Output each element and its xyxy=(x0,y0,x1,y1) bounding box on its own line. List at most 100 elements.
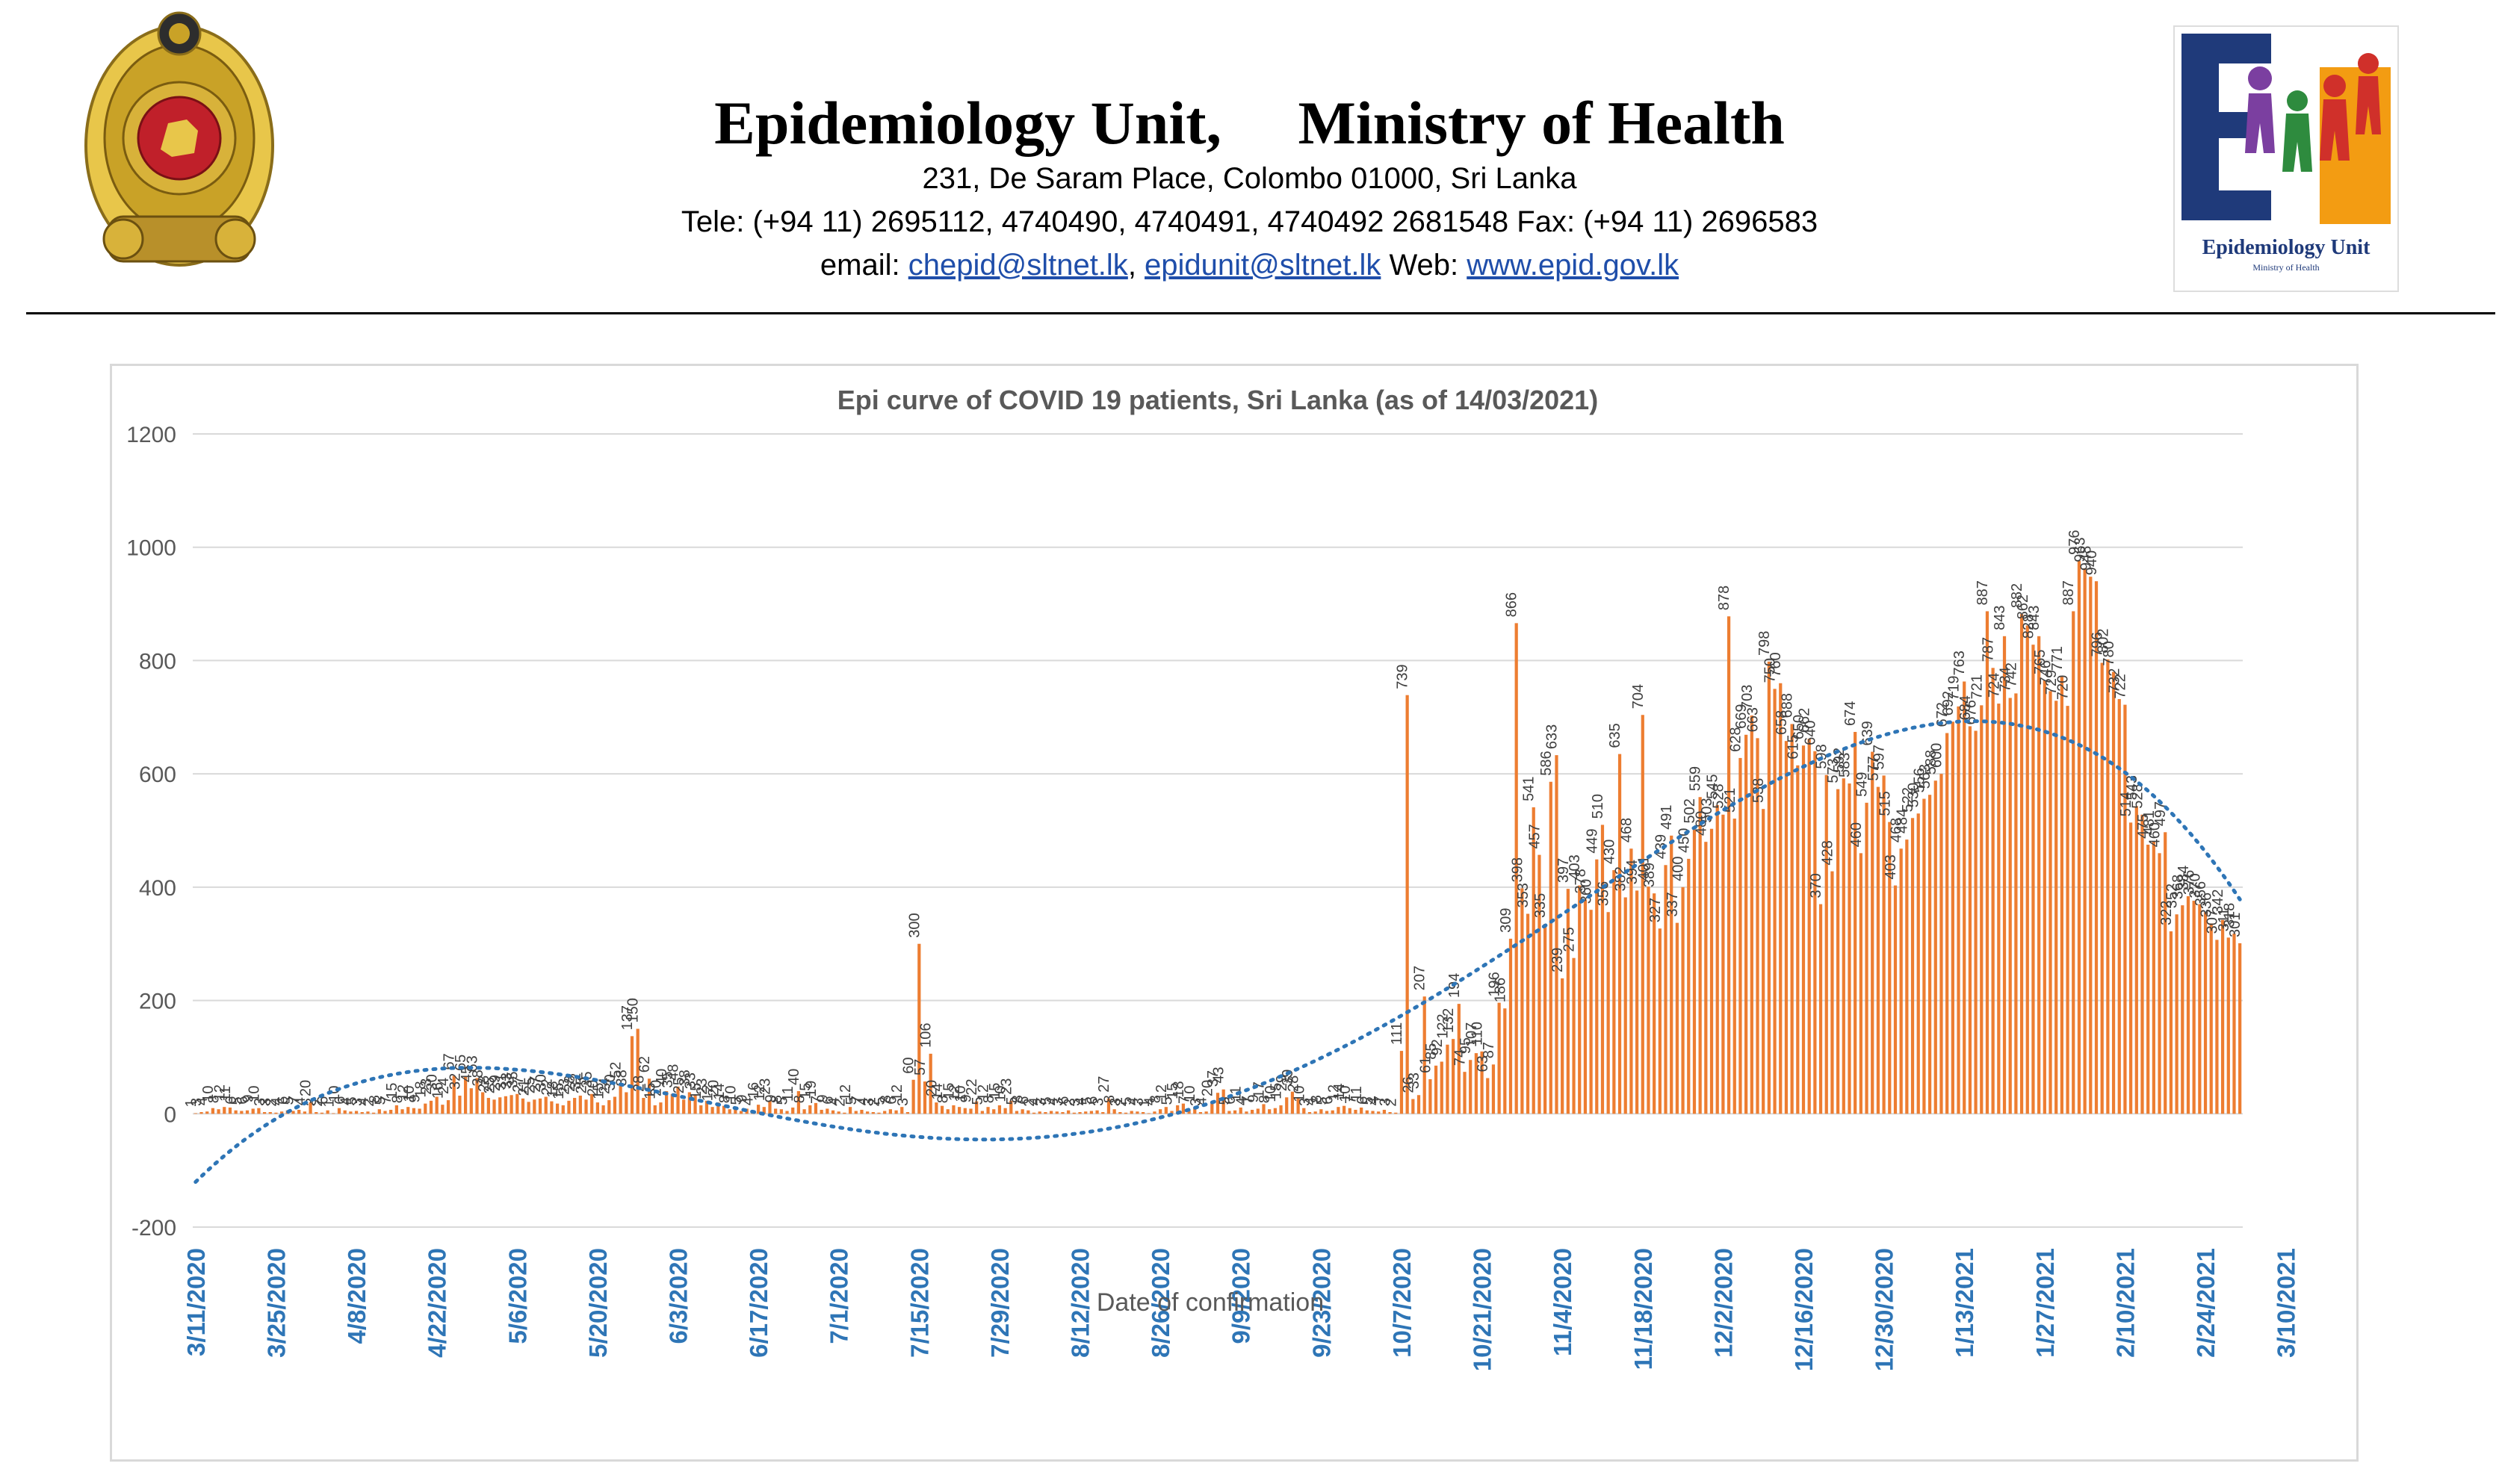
data-label: 19 xyxy=(803,1081,820,1097)
data-label: 92 xyxy=(1429,1039,1446,1055)
data-label: 742 xyxy=(2003,662,2019,687)
x-tick-label: 4/22/2020 xyxy=(424,1248,451,1358)
bar xyxy=(946,1109,950,1114)
letterhead: Epidemiology Unit, Ministry of Health 23… xyxy=(0,89,2499,287)
data-label: 4 xyxy=(1073,1097,1089,1105)
bar xyxy=(676,1086,680,1114)
x-tick-label: 1/13/2021 xyxy=(1951,1248,1978,1358)
data-label: 40 xyxy=(786,1069,802,1085)
data-label: 9 xyxy=(407,1094,424,1102)
data-label: 22 xyxy=(964,1078,980,1095)
bar xyxy=(1629,848,1633,1114)
bar xyxy=(1658,928,1662,1114)
data-label: 40 xyxy=(654,1069,670,1085)
data-label: 8 xyxy=(1102,1095,1118,1103)
bar xyxy=(843,1112,846,1114)
x-tick-label: 9/23/2020 xyxy=(1307,1248,1335,1358)
bar xyxy=(1600,825,1605,1114)
x-tick-label: 7/1/2020 xyxy=(826,1248,853,1344)
data-label: 14 xyxy=(929,1083,946,1099)
bar xyxy=(1044,1112,1047,1114)
bar xyxy=(2037,636,2041,1114)
email-link-chepid[interactable]: chepid@sltnet.lk xyxy=(908,249,1128,282)
bar xyxy=(1520,888,1524,1114)
data-label: 4 xyxy=(1044,1097,1061,1105)
data-label: 866 xyxy=(1504,592,1520,617)
data-label: 1 xyxy=(320,1099,337,1107)
bar xyxy=(1727,616,1731,1114)
data-label: 15 xyxy=(384,1083,400,1099)
data-label: 5 xyxy=(1314,1096,1331,1105)
bar xyxy=(1474,1053,1478,1114)
data-label: 9 xyxy=(814,1094,831,1102)
data-label: 29 xyxy=(487,1075,504,1091)
data-label: 28 xyxy=(1286,1075,1302,1092)
bar xyxy=(291,1111,295,1114)
data-label: 780 xyxy=(2101,641,2117,665)
data-label: 106 xyxy=(918,1023,935,1048)
bar xyxy=(1905,839,1909,1114)
bar xyxy=(1922,798,1926,1114)
bar xyxy=(1963,681,1966,1114)
bar xyxy=(1015,1111,1019,1114)
data-label: 628 xyxy=(1727,727,1744,752)
data-label: 4 xyxy=(1303,1097,1319,1105)
data-label: 1 xyxy=(183,1099,199,1107)
bar xyxy=(262,1112,267,1114)
data-label: 721 xyxy=(1969,674,1985,699)
bar xyxy=(2117,699,2121,1114)
data-label: 515 xyxy=(1877,791,1893,816)
data-label: 802 xyxy=(2095,629,2111,653)
data-label: 615 xyxy=(1785,734,1801,759)
bar xyxy=(1859,853,1862,1114)
data-label: 8 xyxy=(792,1095,808,1103)
data-label: 491 xyxy=(1659,804,1675,829)
bar xyxy=(2123,704,2127,1114)
bar xyxy=(734,1108,737,1114)
bar xyxy=(705,1100,709,1114)
bar xyxy=(1009,1100,1013,1114)
bar xyxy=(1807,739,1811,1114)
data-label: 39 xyxy=(1280,1069,1296,1085)
email-link-epidunit[interactable]: epidunit@sltnet.lk xyxy=(1145,249,1381,282)
data-label: 300 xyxy=(906,913,923,937)
data-label: 6 xyxy=(275,1096,291,1105)
bar xyxy=(1888,822,1892,1114)
data-label: 588 xyxy=(1923,750,1939,774)
bar xyxy=(1555,755,1558,1114)
data-label: 52 xyxy=(608,1062,625,1078)
bar xyxy=(550,1101,554,1114)
website-link[interactable]: www.epid.gov.lk xyxy=(1467,249,1679,282)
bar xyxy=(400,1109,404,1114)
bar xyxy=(1865,802,1868,1114)
chart-title: Epi curve of COVID 19 patients, Sri Lank… xyxy=(837,385,1598,415)
data-label: 10 xyxy=(722,1085,739,1102)
bar xyxy=(1744,734,1748,1114)
bar xyxy=(309,1102,312,1114)
data-label: 311 xyxy=(2216,907,2232,931)
data-label: 6 xyxy=(315,1096,332,1105)
bar xyxy=(2008,698,2012,1114)
data-label: 28 xyxy=(562,1075,578,1092)
bar xyxy=(280,1111,284,1114)
data-label: 57 xyxy=(912,1059,929,1075)
bar xyxy=(1337,1107,1340,1114)
bar xyxy=(475,1078,479,1114)
bar xyxy=(1738,757,1742,1114)
data-label: 207 xyxy=(1412,966,1428,990)
bar xyxy=(2146,844,2150,1114)
data-label: 497 xyxy=(2152,801,2169,826)
bar xyxy=(1198,1112,1203,1114)
data-label: 24 xyxy=(596,1078,613,1094)
data-label: 6 xyxy=(235,1096,251,1105)
bar xyxy=(228,1107,232,1114)
data-label: 676 xyxy=(1963,700,1980,724)
bar xyxy=(223,1107,226,1114)
bar xyxy=(199,1112,203,1114)
bar xyxy=(929,1053,932,1114)
data-label: 2 xyxy=(1021,1099,1038,1107)
bar xyxy=(854,1111,858,1114)
x-tick-label: 8/12/2020 xyxy=(1067,1248,1094,1358)
data-label: 12 xyxy=(700,1084,716,1101)
bar xyxy=(1508,938,1513,1114)
